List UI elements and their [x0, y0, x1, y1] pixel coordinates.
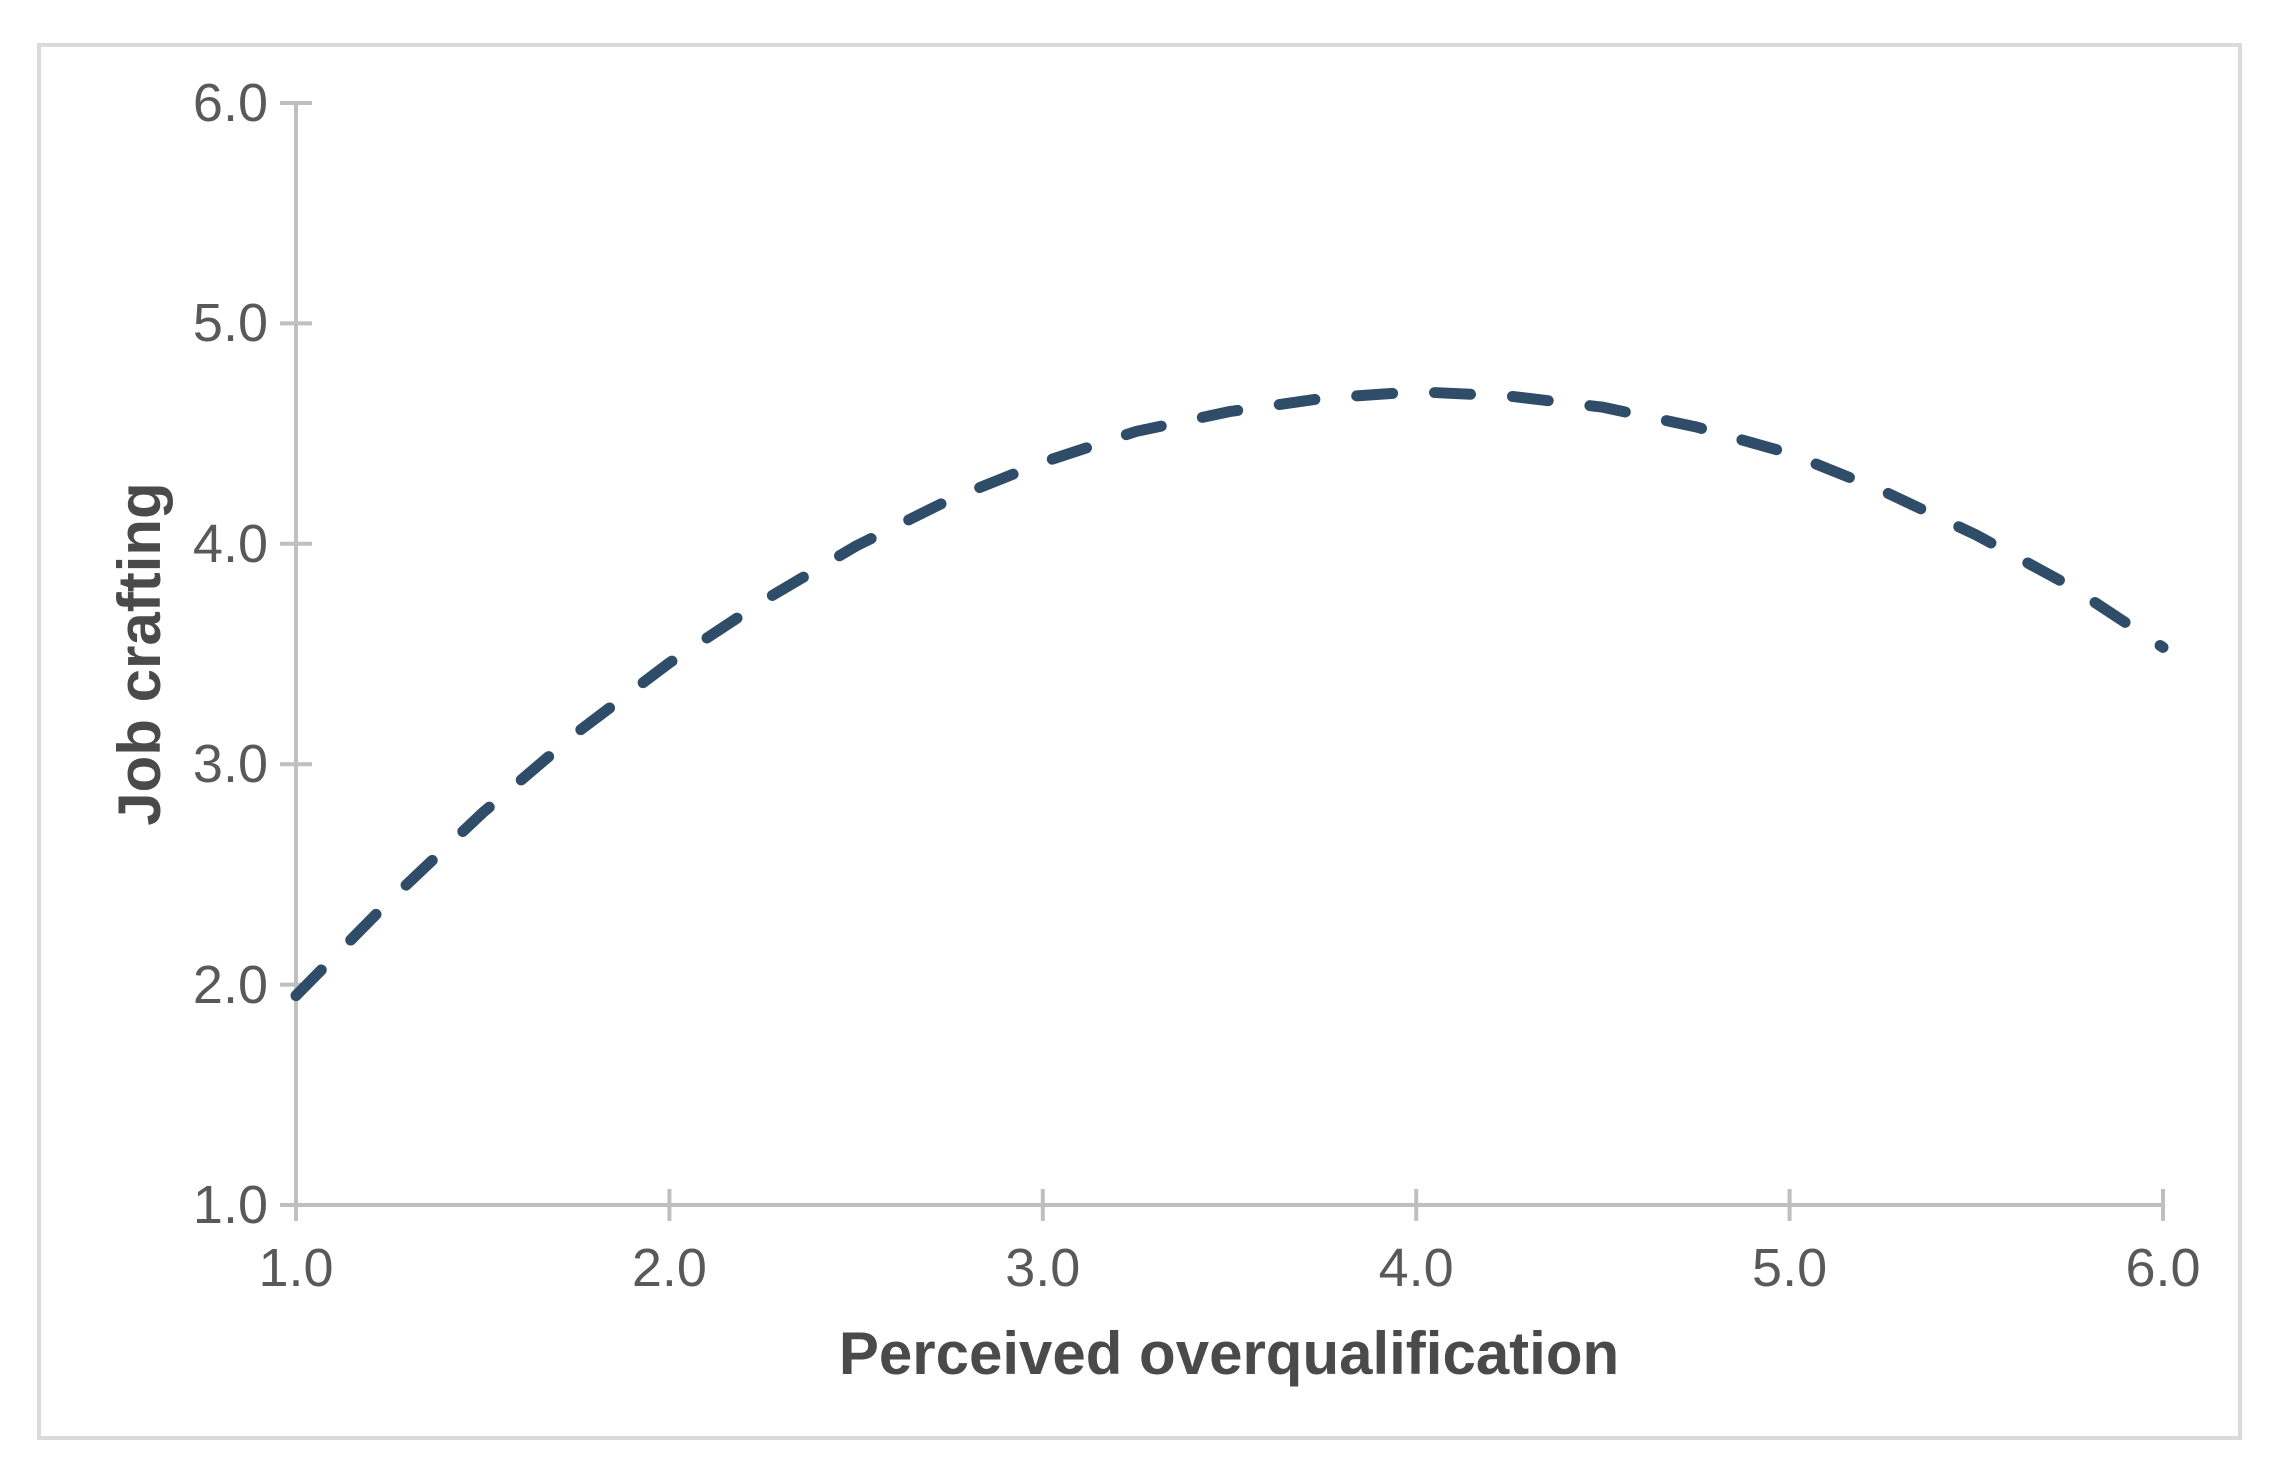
y-tick-label-4.0: 4.0 [192, 513, 268, 574]
chart-frame [37, 43, 2242, 1440]
series-dashed-line [290, 386, 2169, 1002]
x-tick-label-5.0: 5.0 [1752, 1238, 1828, 1298]
x-tick-label-1.0: 1.0 [258, 1238, 334, 1298]
y-tick-label-2.0: 2.0 [192, 954, 268, 1015]
x-tick-label-4.0: 4.0 [1378, 1238, 1454, 1298]
x-tick-label-2.0: 2.0 [631, 1238, 707, 1298]
y-axis-title: Job crafting [106, 482, 173, 826]
axis-ticks [280, 101, 2165, 1221]
y-tick-label-3.0: 3.0 [192, 734, 268, 795]
y-tick-label-6.0: 6.0 [192, 73, 268, 133]
y-tick-label-5.0: 5.0 [192, 293, 268, 354]
dashed-curve-series [290, 386, 2169, 1002]
x-axis-title: Perceived overqualification [838, 1320, 1620, 1387]
axes [294, 101, 2165, 1207]
x-tick-label-3.0: 3.0 [1005, 1238, 1081, 1298]
y-tick-label-1.0: 1.0 [192, 1175, 268, 1235]
x-tick-label-6.0: 6.0 [2125, 1238, 2201, 1298]
